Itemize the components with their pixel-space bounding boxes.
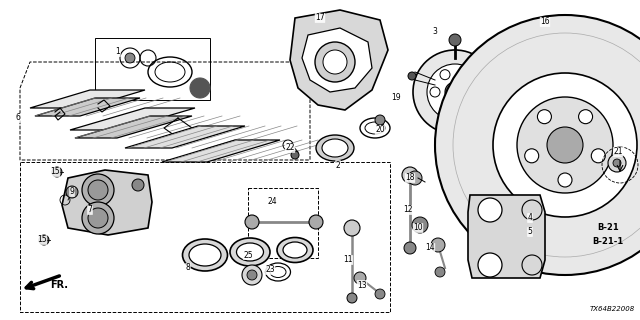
Text: 18: 18 (405, 173, 415, 182)
Circle shape (125, 53, 135, 63)
Text: 6: 6 (15, 114, 20, 123)
Polygon shape (125, 126, 245, 148)
Circle shape (435, 15, 640, 275)
Polygon shape (302, 28, 372, 92)
Text: 24: 24 (267, 197, 277, 206)
Circle shape (445, 82, 465, 102)
Circle shape (413, 50, 497, 134)
Circle shape (247, 270, 257, 280)
Circle shape (402, 167, 418, 183)
Circle shape (525, 149, 539, 163)
Text: B-21-1: B-21-1 (593, 237, 623, 246)
Circle shape (66, 186, 78, 198)
Polygon shape (70, 108, 195, 130)
Circle shape (82, 174, 114, 206)
Polygon shape (162, 140, 280, 162)
Circle shape (408, 72, 416, 80)
Text: 2: 2 (335, 161, 340, 170)
Circle shape (613, 159, 621, 167)
Circle shape (375, 115, 385, 125)
Text: 15: 15 (50, 167, 60, 177)
Circle shape (88, 180, 108, 200)
Text: 21: 21 (613, 148, 623, 156)
Circle shape (323, 50, 347, 74)
Text: 9: 9 (70, 188, 74, 196)
Circle shape (558, 173, 572, 187)
Text: 17: 17 (315, 13, 325, 22)
Circle shape (309, 215, 323, 229)
Text: FR.: FR. (50, 280, 68, 290)
Ellipse shape (277, 237, 313, 262)
Text: 8: 8 (186, 263, 190, 273)
Ellipse shape (189, 244, 221, 266)
Text: 22: 22 (285, 143, 295, 153)
Text: 1: 1 (116, 47, 120, 57)
Text: 16: 16 (540, 18, 550, 27)
Text: 5: 5 (527, 228, 532, 236)
Polygon shape (62, 170, 152, 235)
Ellipse shape (322, 139, 348, 157)
Ellipse shape (237, 243, 264, 261)
Text: 3: 3 (433, 28, 437, 36)
Text: B-21: B-21 (597, 223, 619, 233)
Circle shape (354, 272, 366, 284)
Circle shape (88, 208, 108, 228)
Text: 20: 20 (375, 125, 385, 134)
Ellipse shape (283, 242, 307, 258)
Text: 19: 19 (391, 93, 401, 102)
Circle shape (291, 151, 299, 159)
Text: 7: 7 (88, 205, 92, 214)
Circle shape (315, 42, 355, 82)
Circle shape (132, 179, 144, 191)
Circle shape (375, 289, 385, 299)
Circle shape (408, 171, 422, 185)
Text: 25: 25 (243, 251, 253, 260)
Polygon shape (35, 98, 140, 116)
Text: 13: 13 (357, 281, 367, 290)
Polygon shape (468, 195, 545, 278)
Polygon shape (30, 90, 145, 108)
Polygon shape (75, 116, 192, 138)
Circle shape (493, 73, 637, 217)
Circle shape (404, 242, 416, 254)
Circle shape (538, 110, 552, 124)
Ellipse shape (182, 239, 227, 271)
Circle shape (449, 34, 461, 46)
Circle shape (347, 293, 357, 303)
Circle shape (431, 238, 445, 252)
Circle shape (608, 154, 626, 172)
Circle shape (344, 220, 360, 236)
Circle shape (190, 78, 210, 98)
Circle shape (52, 167, 62, 177)
Circle shape (242, 265, 262, 285)
Circle shape (478, 198, 502, 222)
Circle shape (579, 110, 593, 124)
Text: 23: 23 (265, 266, 275, 275)
Ellipse shape (316, 135, 354, 161)
Circle shape (427, 64, 483, 120)
Text: 11: 11 (343, 255, 353, 265)
Ellipse shape (230, 238, 270, 266)
Text: 14: 14 (425, 244, 435, 252)
Text: 15: 15 (37, 236, 47, 244)
Circle shape (591, 149, 605, 163)
Text: 4: 4 (527, 213, 532, 222)
Polygon shape (290, 10, 388, 110)
Text: 10: 10 (413, 223, 423, 233)
Circle shape (412, 217, 428, 233)
Text: TX64B22008: TX64B22008 (589, 306, 635, 312)
Circle shape (39, 235, 49, 245)
Circle shape (547, 127, 583, 163)
Circle shape (478, 253, 502, 277)
Circle shape (245, 215, 259, 229)
Circle shape (517, 97, 613, 193)
Text: 12: 12 (403, 205, 413, 214)
Circle shape (435, 267, 445, 277)
Circle shape (82, 202, 114, 234)
